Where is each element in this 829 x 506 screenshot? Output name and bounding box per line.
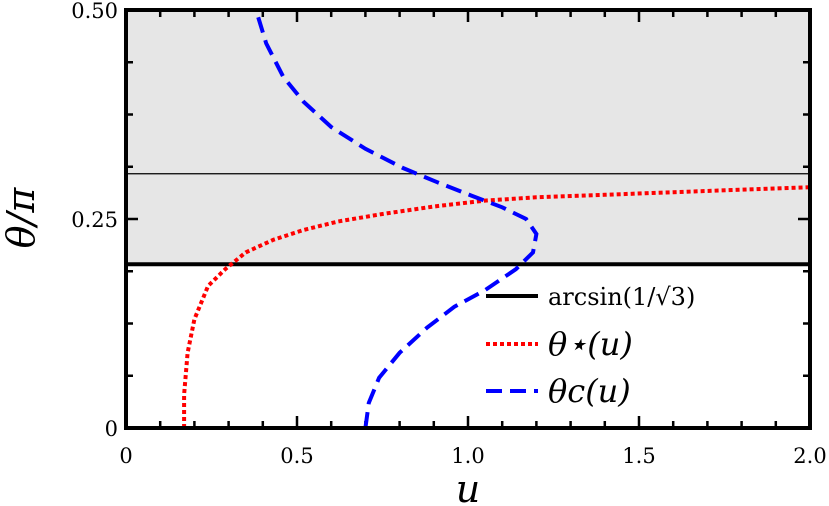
- shaded-region: [126, 10, 810, 265]
- legend-label-theta-c: θc(u): [548, 372, 631, 410]
- y-tick-label: 0: [105, 417, 118, 441]
- x-tick-label: 1.5: [622, 444, 655, 468]
- legend: arcsin(1/√3) θ⋆(u) θc(u): [486, 283, 695, 410]
- x-tick-labels: 0 0.5 1.0 1.5 2.0: [119, 444, 826, 468]
- y-tick-label: 0.25: [71, 208, 118, 232]
- legend-label-arcsin: arcsin(1/√3): [548, 283, 695, 311]
- series-theta-c: [254, 9, 539, 429]
- series-theta-star: [182, 185, 811, 428]
- x-tick-label: 0.5: [280, 444, 313, 468]
- x-tick-label: 2.0: [793, 444, 826, 468]
- y-tick-label: 0.50: [71, 0, 118, 23]
- plot-frame: [124, 8, 812, 430]
- y-axis-title: θ/π: [0, 187, 43, 249]
- y-tick-labels: 0 0.25 0.50: [71, 0, 118, 441]
- x-axis-title: u: [456, 467, 480, 506]
- legend-label-theta-star: θ⋆(u): [548, 325, 633, 363]
- x-tick-label: 0: [119, 444, 132, 468]
- x-tick-label: 1.0: [451, 444, 484, 468]
